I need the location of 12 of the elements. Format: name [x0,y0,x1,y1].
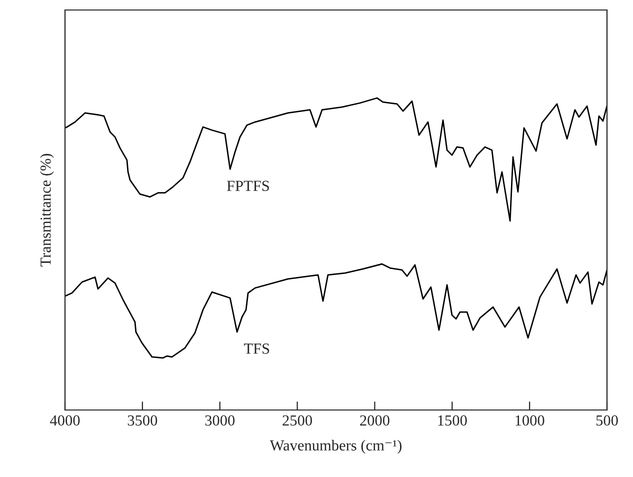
x-tick-label: 3500 [128,415,158,426]
series-label: FPTFS [226,180,269,192]
x-tick-label: 2500 [282,415,312,426]
y-axis-title: Transmittance (%) [40,154,54,267]
x-tick-label: 1000 [516,415,544,426]
x-tick-label: 1500 [438,415,467,426]
x-tick-label: 500 [596,415,618,426]
series-label: TFS [244,344,270,354]
x-tick-label: 3000 [205,415,235,426]
x-tick-label: 4000 [50,415,80,426]
x-axis-title: Wavenumbers (cm⁻¹) [270,440,402,454]
x-tick-label: 2000 [360,415,390,426]
